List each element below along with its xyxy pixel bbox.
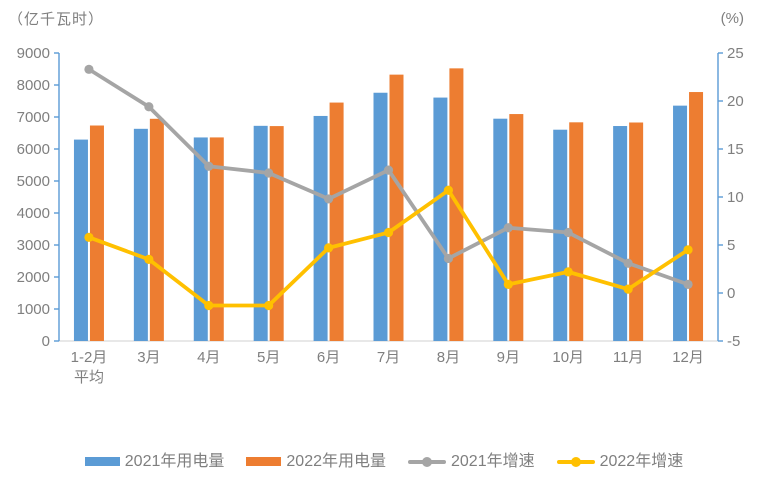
marker-growth-2022 (503, 279, 513, 289)
marker-growth-2021 (503, 223, 513, 233)
x-axis-category-label: 12月 (672, 349, 704, 366)
right-axis-tick-label: 5 (727, 237, 735, 254)
left-axis-tick-label: 1000 (17, 301, 50, 318)
marker-growth-2022 (264, 300, 274, 311)
left-axis-tick-label: 3000 (17, 237, 50, 254)
bar-consumption-2021 (373, 92, 388, 341)
right-axis-tick-label: 20 (727, 93, 744, 110)
legend-label: 2021年用电量 (124, 453, 225, 470)
right-axis-unit-label: (%) (720, 10, 744, 27)
left-axis-tick-label: 4000 (17, 205, 50, 222)
bar-consumption-2022 (389, 74, 404, 341)
bar-consumption-2021 (673, 105, 688, 341)
bar-consumption-2021 (553, 129, 568, 341)
marker-growth-2022 (563, 267, 573, 277)
marker-growth-2022 (144, 254, 154, 264)
legend-item-consumption-2022: 2022年用电量 (246, 449, 386, 474)
x-axis-category-label: 平均 (74, 369, 104, 386)
marker-growth-2021 (383, 165, 394, 175)
bar-consumption-2022 (329, 102, 344, 342)
right-axis-tick-label: 10 (727, 189, 744, 206)
bar-consumption-2021 (193, 137, 208, 341)
marker-growth-2021 (683, 279, 693, 289)
legend-line-marker-swatch (408, 456, 446, 467)
marker-growth-2021 (323, 194, 334, 204)
marker-growth-2021 (563, 227, 573, 238)
marker-growth-2021 (144, 102, 154, 112)
legend-marker-dot (422, 456, 432, 467)
left-axis-tick-label: 8000 (17, 77, 50, 94)
marker-growth-2022 (383, 227, 394, 238)
bar-consumption-2022 (629, 122, 644, 341)
marker-growth-2022 (683, 245, 693, 255)
bar-consumption-2022 (569, 122, 584, 341)
marker-growth-2021 (264, 168, 274, 178)
marker-growth-2021 (84, 64, 94, 74)
marker-growth-2022 (623, 284, 633, 294)
left-axis-tick-label: 9000 (17, 45, 50, 62)
marker-growth-2021 (623, 258, 633, 268)
left-axis-unit-label: （亿千瓦时） (8, 11, 105, 28)
x-axis-category-label: 5月 (257, 349, 280, 366)
left-axis-tick-label: 6000 (17, 141, 50, 158)
left-axis-tick-label: 2000 (17, 269, 50, 286)
bar-consumption-2021 (73, 139, 88, 341)
marker-growth-2022 (204, 300, 214, 311)
bar-consumption-2021 (313, 115, 328, 341)
chart-legend: 2021年用电量 2022年用电量 2021年增速 2022年增速 (0, 449, 768, 474)
legend-line-marker-swatch (556, 456, 595, 467)
bar-consumption-2022 (689, 92, 704, 341)
legend-label: 2022年增速 (599, 453, 684, 470)
left-axis-tick-label: 0 (42, 333, 50, 350)
legend-marker-dot (570, 456, 581, 467)
x-axis-category-label: 3月 (137, 349, 160, 366)
bar-consumption-2022 (149, 118, 164, 342)
left-axis-tick-label: 7000 (17, 109, 50, 126)
x-axis-category-label: 7月 (377, 349, 400, 366)
bar-consumption-2022 (89, 125, 104, 342)
right-axis-tick-label: 0 (727, 285, 735, 302)
marker-growth-2022 (443, 185, 454, 195)
bar-consumption-2021 (133, 128, 148, 341)
right-axis-tick-label: 15 (727, 141, 744, 158)
legend-item-consumption-2021: 2021年用电量 (84, 449, 225, 474)
right-axis-tick-label: -5 (727, 333, 740, 350)
marker-growth-2022 (84, 232, 94, 242)
marker-growth-2021 (204, 161, 214, 171)
marker-growth-2021 (443, 253, 454, 264)
combo-chart-plot: 0 1000 2000 3000 4000 5000 6000 7000 8000 9000 -5 0… (17, 45, 744, 386)
legend-bar-swatch (84, 457, 120, 466)
right-axis-tick-label: 25 (727, 45, 744, 62)
x-axis-category-label: 9月 (497, 349, 520, 366)
bar-consumption-2021 (253, 125, 268, 341)
x-axis-category-label: 10月 (552, 349, 584, 366)
bar-consumption-2022 (209, 137, 224, 341)
x-axis-category-label: 8月 (437, 349, 460, 366)
legend-item-growth-2021: 2021年增速 (408, 449, 535, 474)
legend-item-growth-2022: 2022年增速 (556, 449, 684, 474)
legend-bar-swatch (246, 457, 282, 466)
legend-label: 2021年增速 (451, 453, 535, 470)
line-growth-2021 (87, 67, 689, 287)
legend-label: 2022年用电量 (286, 453, 386, 470)
x-axis-category-label: 4月 (197, 349, 220, 366)
x-axis-category-label: 11月 (613, 349, 644, 366)
marker-growth-2022 (323, 243, 334, 253)
left-axis-tick-label: 5000 (17, 173, 50, 190)
bar-consumption-2021 (433, 97, 448, 342)
bar-consumption-2021 (613, 126, 628, 341)
x-axis-category-label: 1-2月 (71, 349, 108, 366)
x-axis-category-label: 6月 (317, 349, 340, 366)
